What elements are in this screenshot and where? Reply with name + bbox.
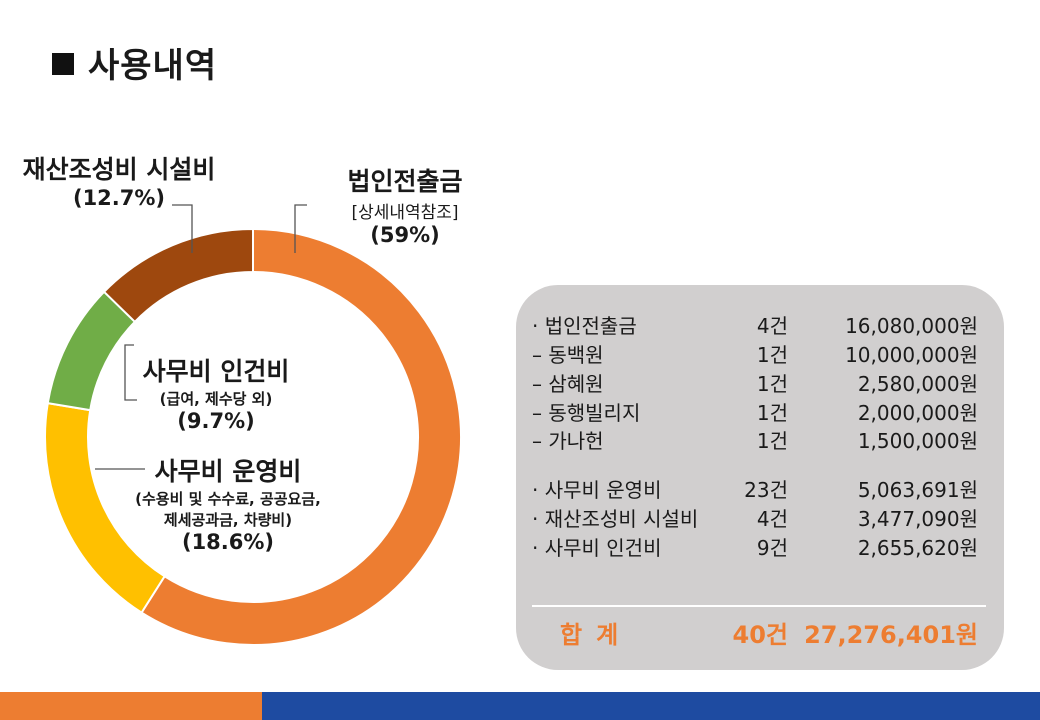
row-name: · 법인전출금 — [532, 314, 637, 338]
slice-note: (수용비 및 수수료, 공공요금, — [135, 490, 321, 508]
summary-row: · 사무비 운영비 23건 5,063,691원 — [532, 474, 978, 502]
footer-bar-blue — [262, 692, 1040, 720]
slice-label: 재산조성비 시설비 — [22, 155, 216, 184]
page-title: 사용내역 — [52, 38, 217, 87]
summary-row: – 삼혜원 1건 2,580,000원 — [532, 368, 978, 396]
row-name: · 재산조성비 시설비 — [532, 507, 699, 531]
square-bullet-icon — [52, 53, 74, 75]
leader-line-사무비-인건비 — [124, 344, 137, 401]
row-amount: 1,500,000원 — [857, 429, 978, 453]
summary-total-row: 합계 40건 27,276,401원 — [532, 615, 978, 649]
slice-note: (급여, 제수당 외) — [159, 390, 273, 408]
row-amount: 2,580,000원 — [857, 372, 978, 396]
row-amount: 2,000,000원 — [857, 401, 978, 425]
footer-bar-orange — [0, 692, 262, 720]
slice-label: 사무비 인건비 — [142, 357, 290, 386]
row-count: 4건 — [756, 507, 788, 531]
row-name: · 사무비 운영비 — [532, 478, 662, 502]
summary-row: · 재산조성비 시설비 4건 3,477,090원 — [532, 503, 978, 531]
summary-row: – 가나헌 1건 1,500,000원 — [532, 425, 978, 453]
summary-divider — [532, 605, 986, 607]
row-name: – 동행빌리지 — [532, 401, 641, 425]
row-amount: 16,080,000원 — [845, 314, 978, 338]
slice-percent: (59%) — [370, 223, 440, 247]
slice-note: [상세내역참조] — [351, 203, 459, 223]
row-count: 9건 — [756, 536, 788, 560]
row-count: 4건 — [756, 314, 788, 338]
slice-label: 법인전출금 — [347, 167, 463, 196]
row-name: – 삼혜원 — [532, 372, 604, 396]
label-법인전출금: 법인전출금 [상세내역참조] (59%) — [330, 162, 480, 247]
row-count: 1건 — [756, 401, 788, 425]
summary-row: · 사무비 인건비 9건 2,655,620원 — [532, 532, 978, 560]
row-amount: 5,063,691원 — [857, 478, 978, 502]
total-label: 합계 — [560, 621, 633, 649]
row-amount: 3,477,090원 — [857, 507, 978, 531]
total-amount: 27,276,401원 — [804, 621, 978, 649]
leader-line-재산조성비 — [172, 204, 193, 253]
row-name: – 가나헌 — [532, 429, 604, 453]
slice-note-2: 제세공과금, 차량비) — [163, 511, 293, 529]
slice-percent: (18.6%) — [181, 530, 275, 554]
row-count: 1건 — [756, 372, 788, 396]
summary-row: – 동백원 1건 10,000,000원 — [532, 339, 978, 367]
slice-label: 사무비 운영비 — [154, 457, 302, 486]
row-count: 1건 — [756, 429, 788, 453]
label-재산조성비-시설비: 재산조성비 시설비 (12.7%) — [14, 150, 224, 210]
row-name: – 동백원 — [532, 343, 604, 367]
row-count: 23건 — [744, 478, 788, 502]
row-amount: 2,655,620원 — [857, 536, 978, 560]
row-count: 1건 — [756, 343, 788, 367]
label-사무비-운영비: 사무비 운영비 (수용비 및 수수료, 공공요금, 제세공과금, 차량비) (1… — [108, 452, 348, 554]
total-count: 40건 — [732, 621, 788, 649]
row-amount: 10,000,000원 — [845, 343, 978, 367]
page-title-text: 사용내역 — [88, 46, 218, 86]
slice-percent: (12.7%) — [72, 186, 166, 210]
donut-slice-4 — [102, 227, 254, 324]
label-사무비-인건비: 사무비 인건비 (급여, 제수당 외) (9.7%) — [136, 352, 296, 433]
summary-row: – 동행빌리지 1건 2,000,000원 — [532, 397, 978, 425]
row-name: · 사무비 인건비 — [532, 536, 662, 560]
summary-row: · 법인전출금 4건 16,080,000원 — [532, 310, 978, 338]
leader-line-법인전출금 — [294, 204, 307, 253]
donut-slice-1 — [140, 227, 462, 646]
slice-percent: (9.7%) — [177, 409, 255, 433]
